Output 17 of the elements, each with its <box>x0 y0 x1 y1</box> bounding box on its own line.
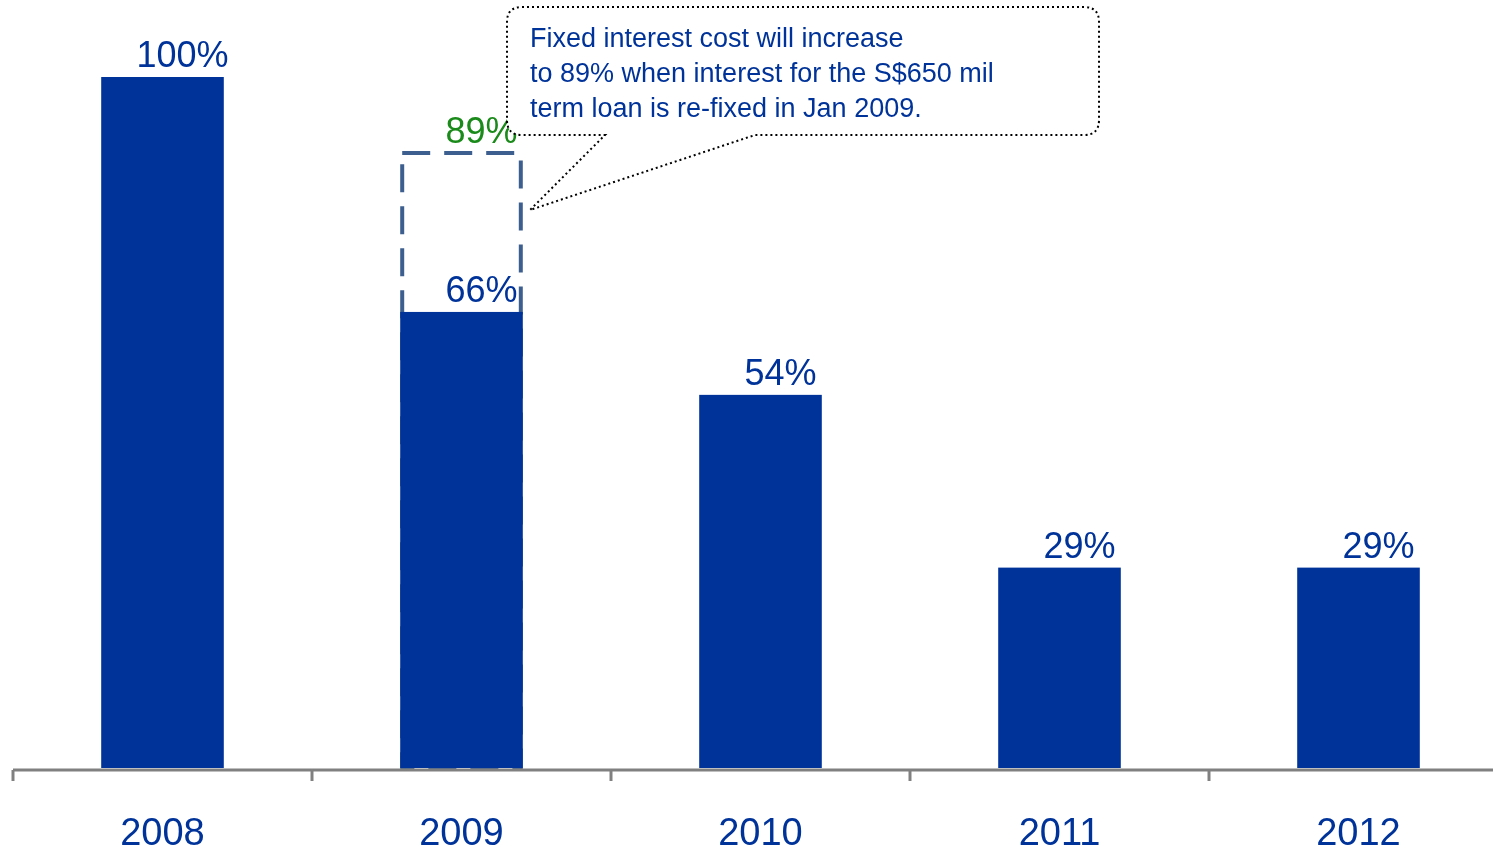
x-tick-label: 2011 <box>1018 811 1101 848</box>
x-tick-label: 2012 <box>1316 811 1401 848</box>
data-label: 100% <box>136 34 229 75</box>
data-label: 54% <box>744 351 817 393</box>
data-label: 66% <box>445 268 518 310</box>
x-tick-label: 2008 <box>120 811 205 848</box>
bar <box>998 567 1121 768</box>
bar <box>400 311 523 768</box>
bar <box>699 394 822 768</box>
x-tick-label: 2010 <box>718 811 803 848</box>
data-label: 29% <box>1043 524 1116 566</box>
bar <box>1297 567 1420 768</box>
data-label: 29% <box>1342 524 1415 566</box>
x-tick-label: 2009 <box>419 811 504 848</box>
data-label: 89% <box>445 110 518 152</box>
annotation: Fixed interest cost will increase to 89% when interest for the S$650 mil term loan is re-fixed in Jan 2009. <box>530 23 994 123</box>
bar <box>101 77 224 768</box>
